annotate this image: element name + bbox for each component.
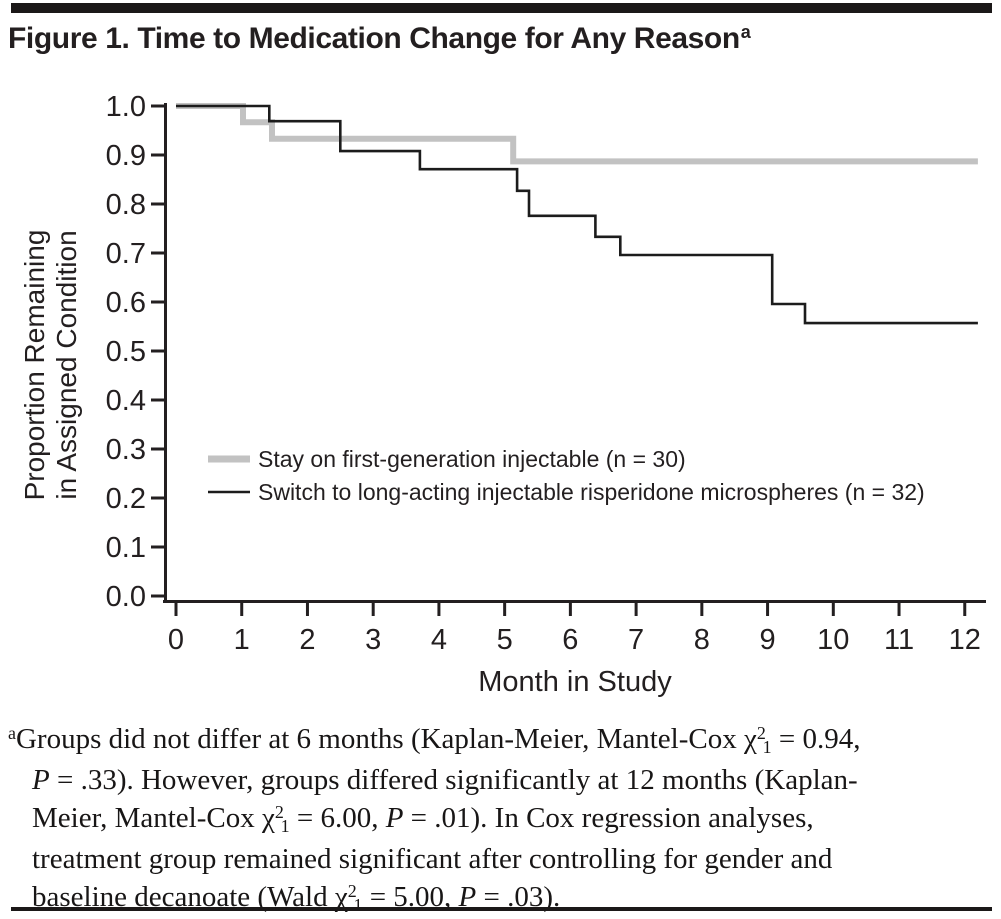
footnote-run: χ bbox=[261, 802, 275, 834]
x-tick-label: 5 bbox=[497, 624, 513, 656]
y-tick-label: 0.1 bbox=[106, 532, 146, 564]
footnote-run: χ bbox=[334, 881, 348, 913]
footnote-run: 1 bbox=[280, 815, 290, 836]
x-tick-label: 8 bbox=[694, 624, 710, 656]
footnote-run: 2 bbox=[274, 801, 284, 822]
x-axis-title: Month in Study bbox=[478, 666, 672, 698]
footnote-run: = .33). However, groups differed signifi… bbox=[49, 764, 858, 796]
x-tick-label: 9 bbox=[759, 624, 775, 656]
footnote-run: Groups did not differ at 6 months (Kapla… bbox=[15, 723, 744, 755]
footnote-line: P = .33). However, groups differed signi… bbox=[8, 761, 998, 799]
y-tick-label: 0.3 bbox=[106, 434, 146, 466]
footnote-run: χ bbox=[743, 723, 757, 755]
legend-label-switch: Switch to long-acting injectable risperi… bbox=[258, 479, 925, 505]
series-switch-line bbox=[176, 104, 978, 325]
x-tick-label: 6 bbox=[562, 624, 578, 656]
x-tick-label: 1 bbox=[234, 624, 250, 656]
x-tick-label: 7 bbox=[628, 624, 644, 656]
y-axis-title-line1: Proportion Remaining bbox=[19, 230, 50, 501]
footnote-run: = 0.94, bbox=[771, 723, 861, 755]
footnote-run: 1 bbox=[353, 894, 363, 915]
x-tick-label: 4 bbox=[431, 624, 447, 656]
footnote-run: P bbox=[32, 764, 50, 796]
y-tick-label: 0.7 bbox=[106, 238, 146, 270]
y-tick-label: 0.9 bbox=[106, 140, 146, 172]
footnote-run: 1 bbox=[762, 736, 772, 757]
y-axis-title-line2: in Assigned Condition bbox=[51, 230, 82, 499]
footnote-line: aGroups did not differ at 6 months (Kapl… bbox=[8, 720, 998, 761]
figure-footnote: aGroups did not differ at 6 months (Kapl… bbox=[8, 720, 998, 919]
footnote-run: treatment group remained significant aft… bbox=[32, 843, 833, 875]
y-tick-label: 0.4 bbox=[106, 385, 146, 417]
top-rule bbox=[11, 3, 992, 13]
footnote-line: baseline decanoate (Wald χ21 = 5.00, P =… bbox=[8, 878, 998, 919]
x-tick-label: 12 bbox=[949, 624, 981, 656]
figure-title: Figure 1. Time to Medication Change for … bbox=[8, 22, 751, 56]
y-tick-label: 0.6 bbox=[106, 287, 146, 319]
footnote-run: Meier, Mantel-Cox bbox=[32, 802, 262, 834]
figure-title-text: Figure 1. Time to Medication Change for … bbox=[8, 22, 740, 55]
footnote-line: treatment group remained significant aft… bbox=[8, 840, 998, 878]
footnote-run: 2 bbox=[756, 722, 766, 743]
y-tick-label: 0.0 bbox=[106, 581, 146, 613]
x-tick-label: 3 bbox=[365, 624, 381, 656]
y-tick-label: 0.5 bbox=[106, 336, 146, 368]
footnote-run: = .01). In Cox regression analyses, bbox=[403, 802, 814, 834]
y-tick-label: 1.0 bbox=[106, 91, 146, 123]
footnote-run: P bbox=[458, 881, 477, 913]
bottom-rule bbox=[11, 907, 992, 911]
x-tick-label: 2 bbox=[299, 624, 315, 656]
footnote-run: = 6.00, bbox=[289, 802, 386, 834]
x-tick-label: 11 bbox=[884, 624, 914, 656]
footnote-run: 2 bbox=[347, 880, 357, 901]
x-tick-label: 0 bbox=[168, 624, 184, 656]
series-stay-line bbox=[176, 103, 978, 165]
footnote-line: Meier, Mantel-Cox χ21 = 6.00, P = .01). … bbox=[8, 799, 998, 840]
x-tick-label: 10 bbox=[817, 624, 849, 656]
footnote-run: a bbox=[8, 722, 16, 743]
figure-title-superscript: a bbox=[740, 22, 751, 43]
y-tick-label: 0.8 bbox=[106, 189, 146, 221]
footnote-run: P bbox=[385, 802, 404, 834]
y-tick-label: 0.2 bbox=[106, 483, 146, 515]
legend-label-stay: Stay on first-generation injectable (n =… bbox=[258, 446, 686, 472]
